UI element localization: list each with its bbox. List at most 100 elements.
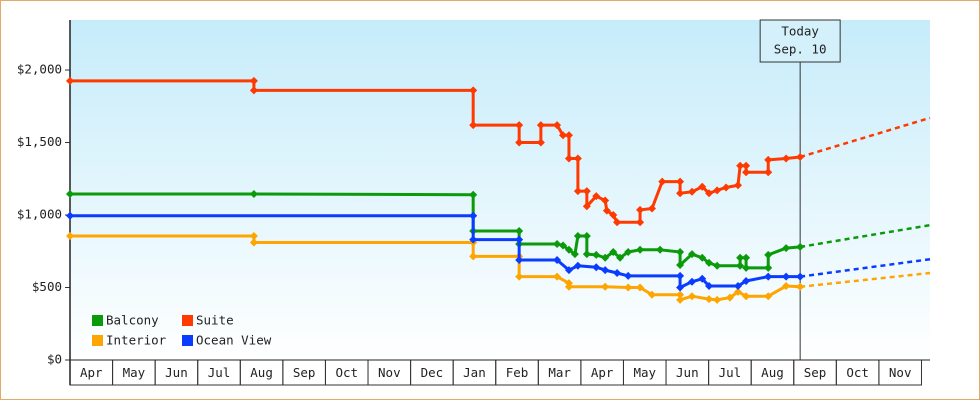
- point: [676, 261, 685, 270]
- point: [601, 282, 610, 291]
- point: [698, 274, 707, 283]
- point: [764, 263, 773, 272]
- point: [764, 250, 773, 259]
- x-tick-label: Jul: [208, 365, 231, 380]
- plot-area: [70, 20, 930, 360]
- x-tick-label: Jun: [165, 365, 188, 380]
- point: [553, 240, 562, 249]
- point: [249, 238, 258, 247]
- point: [782, 272, 791, 281]
- point: [624, 283, 633, 292]
- point: [559, 131, 568, 140]
- today-label: Today: [781, 24, 819, 39]
- point: [515, 138, 524, 147]
- x-tick-label: Jan: [463, 365, 486, 380]
- point: [782, 154, 791, 163]
- x-tick-label: Oct: [846, 365, 869, 380]
- x-tick-label: Apr: [80, 365, 103, 380]
- x-tick-label: Nov: [889, 365, 912, 380]
- point: [736, 161, 745, 170]
- point: [705, 282, 714, 291]
- point: [656, 245, 665, 254]
- point: [796, 242, 805, 251]
- point: [582, 232, 591, 241]
- x-tick-label: Apr: [591, 365, 614, 380]
- today-label: Sep. 10: [774, 42, 827, 57]
- point: [613, 269, 622, 278]
- point: [613, 218, 622, 227]
- point: [742, 161, 751, 170]
- point: [742, 263, 751, 272]
- point: [66, 232, 74, 241]
- point: [582, 187, 591, 196]
- y-tick-label: $500: [32, 279, 62, 294]
- point: [688, 250, 697, 259]
- point: [564, 131, 573, 140]
- point: [713, 295, 722, 304]
- point: [616, 253, 625, 262]
- forecast-line: [800, 271, 931, 289]
- x-tick-label: Sep: [293, 365, 316, 380]
- point: [676, 247, 685, 256]
- point: [564, 245, 573, 254]
- point: [688, 277, 697, 286]
- legend-label: Ocean View: [196, 333, 272, 348]
- point: [536, 121, 545, 130]
- x-tick-label: Oct: [335, 365, 358, 380]
- point: [66, 211, 74, 220]
- point: [601, 253, 610, 262]
- point: [601, 196, 610, 205]
- point: [636, 205, 645, 214]
- point: [609, 211, 618, 220]
- point: [733, 287, 742, 296]
- point: [705, 295, 714, 304]
- point: [602, 206, 611, 215]
- point: [688, 292, 697, 301]
- y-tick-label: $2,000: [17, 62, 62, 77]
- point: [66, 76, 74, 85]
- point: [469, 252, 478, 261]
- point: [676, 271, 685, 280]
- x-tick-label: Nov: [378, 365, 401, 380]
- legend-swatch: [182, 335, 193, 346]
- x-tick-label: Sep: [804, 365, 827, 380]
- x-tick-label: Feb: [506, 365, 529, 380]
- point: [592, 263, 601, 272]
- point: [676, 177, 685, 186]
- point: [676, 290, 685, 299]
- legend-swatch: [92, 335, 103, 346]
- point: [742, 168, 751, 177]
- point: [658, 177, 667, 186]
- point: [742, 276, 751, 285]
- point: [536, 138, 545, 147]
- y-tick-label: $1,000: [17, 207, 62, 222]
- point: [764, 168, 773, 177]
- point: [601, 266, 610, 275]
- legend-label: Suite: [196, 313, 234, 328]
- point: [636, 283, 645, 292]
- point: [725, 293, 734, 302]
- point: [636, 218, 645, 227]
- point: [713, 261, 722, 270]
- point: [570, 250, 579, 259]
- point: [592, 192, 601, 201]
- legend-label: Interior: [106, 333, 167, 348]
- point: [647, 204, 656, 213]
- point: [764, 155, 773, 164]
- point: [559, 241, 568, 250]
- point: [733, 282, 742, 291]
- x-tick-label: Jul: [719, 365, 742, 380]
- point: [249, 232, 258, 241]
- point: [609, 247, 618, 256]
- point: [573, 187, 582, 196]
- point: [573, 154, 582, 163]
- point: [249, 189, 258, 198]
- y-tick-label: $1,500: [17, 134, 62, 149]
- point: [515, 255, 524, 264]
- point: [736, 261, 745, 270]
- point: [469, 86, 478, 95]
- point: [573, 232, 582, 241]
- point: [515, 226, 524, 235]
